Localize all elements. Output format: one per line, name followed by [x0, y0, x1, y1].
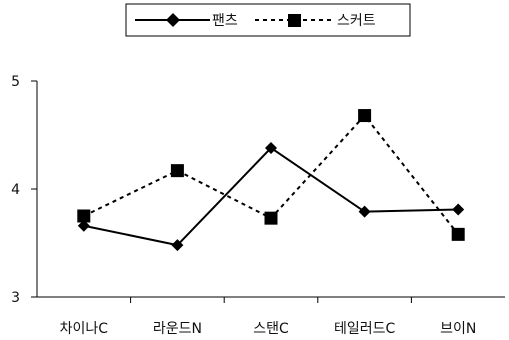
data-point-diamond — [77, 219, 90, 232]
data-point-square — [170, 164, 184, 178]
data-point-diamond — [452, 203, 465, 216]
x-tick-label: 라운드N — [153, 321, 202, 337]
legend-label-skirt: 스커트 — [337, 13, 376, 29]
x-tick-label: 스탠C — [253, 321, 289, 337]
data-point-square — [451, 227, 465, 241]
y-tick-label: 5 — [11, 74, 20, 90]
legend-marker-skirt — [288, 14, 301, 27]
data-point-diamond — [358, 205, 371, 218]
data-point-diamond — [265, 141, 277, 154]
legend-marker-pants — [166, 13, 180, 27]
y-ticks: 3 4 5 — [11, 74, 37, 306]
legend-label-pants: 팬츠 — [212, 13, 238, 29]
data-point-square — [358, 109, 372, 123]
series-line-0 — [83, 146, 459, 247]
x-tick-label: 테일러드C — [334, 321, 396, 337]
x-ticks: 차이나C 라운드N 스탠C 테일러드C 브이N — [60, 297, 476, 337]
y-tick-label: 4 — [11, 182, 20, 198]
data-point-square — [264, 211, 278, 225]
data-point-diamond — [171, 239, 184, 252]
series-layer — [77, 109, 465, 252]
y-tick-label: 3 — [11, 290, 20, 306]
legend: 팬츠 스커트 — [125, 3, 411, 37]
x-tick-label: 브이N — [440, 321, 476, 337]
data-point-square — [77, 209, 91, 223]
x-tick-label: 차이나C — [60, 321, 109, 337]
